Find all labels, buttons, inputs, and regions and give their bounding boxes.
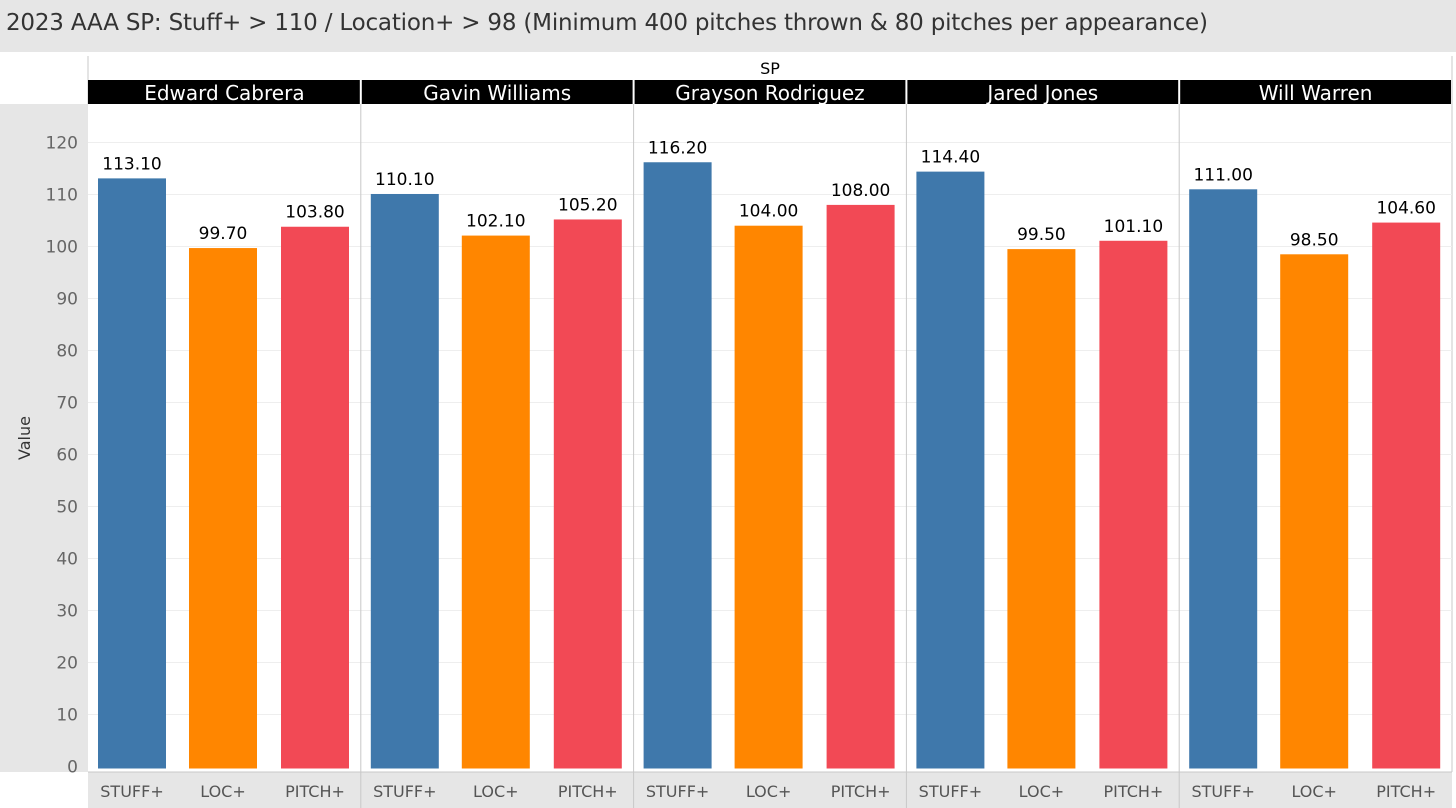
bar-gavin-williams-stuff — [370, 193, 439, 769]
y-tick-label-50: 50 — [56, 498, 78, 518]
bar-edward-cabrera-pitch — [281, 226, 349, 769]
y-axis-band — [0, 104, 88, 772]
x-tick-label-will-warren-loc: LOC+ — [1291, 782, 1337, 801]
y-tick-label-30: 30 — [56, 602, 78, 622]
y-tick-label-80: 80 — [56, 342, 78, 362]
data-label-grayson-rodriguez-loc: 104.00 — [739, 202, 798, 222]
y-tick-label-60: 60 — [56, 446, 78, 466]
x-axis-band — [88, 772, 1452, 808]
bar-edward-cabrera-loc — [189, 248, 257, 769]
bar-grayson-rodriguez-pitch — [826, 204, 895, 769]
x-tick-label-gavin-williams-stuff: STUFF+ — [373, 782, 436, 801]
panel-title-jared-jones: Jared Jones — [985, 81, 1098, 105]
data-label-grayson-rodriguez-stuff: 116.20 — [648, 138, 707, 158]
data-label-will-warren-loc: 98.50 — [1290, 230, 1339, 250]
bar-grayson-rodriguez-loc — [734, 225, 803, 769]
data-label-grayson-rodriguez-pitch: 108.00 — [831, 181, 890, 201]
x-tick-label-grayson-rodriguez-pitch: PITCH+ — [831, 782, 891, 801]
x-tick-label-will-warren-pitch: PITCH+ — [1376, 782, 1436, 801]
bar-gavin-williams-pitch — [553, 219, 622, 769]
y-tick-label-70: 70 — [56, 394, 78, 414]
bar-edward-cabrera-stuff — [98, 178, 166, 769]
title-bar: 2023 AAA SP: Stuff+ > 110 / Location+ > … — [0, 0, 1456, 52]
x-tick-label-jared-jones-pitch: PITCH+ — [1103, 782, 1163, 801]
panel-header-will-warren — [1180, 80, 1451, 104]
panel-header-jared-jones — [907, 80, 1179, 104]
data-label-edward-cabrera-loc: 99.70 — [199, 224, 248, 244]
panel-title-edward-cabrera: Edward Cabrera — [144, 81, 304, 105]
data-label-gavin-williams-stuff: 110.10 — [375, 170, 434, 190]
y-tick-label-120: 120 — [46, 134, 78, 154]
data-label-edward-cabrera-stuff: 113.10 — [102, 154, 161, 174]
column-header-sp: SP — [760, 59, 780, 78]
bar-jared-jones-pitch — [1099, 240, 1168, 769]
bar-grayson-rodriguez-stuff — [643, 162, 712, 769]
y-tick-label-40: 40 — [56, 550, 78, 570]
bar-will-warren-stuff — [1189, 189, 1258, 769]
data-label-jared-jones-stuff: 114.40 — [921, 148, 980, 168]
x-tick-label-will-warren-stuff: STUFF+ — [1191, 782, 1254, 801]
bar-will-warren-pitch — [1372, 222, 1441, 769]
x-tick-label-grayson-rodriguez-stuff: STUFF+ — [646, 782, 709, 801]
bar-jared-jones-stuff — [916, 171, 985, 769]
y-axis-label: Value — [15, 416, 34, 460]
panel-header-edward-cabrera — [88, 80, 360, 104]
panel-title-grayson-rodriguez: Grayson Rodriguez — [675, 81, 864, 105]
y-tick-label-20: 20 — [56, 654, 78, 674]
x-tick-label-edward-cabrera-pitch: PITCH+ — [285, 782, 345, 801]
x-tick-label-jared-jones-loc: LOC+ — [1019, 782, 1065, 801]
panel-title-gavin-williams: Gavin Williams — [423, 81, 571, 105]
y-tick-label-0: 0 — [67, 758, 78, 778]
panel-header-grayson-rodriguez — [634, 80, 906, 104]
y-tick-label-90: 90 — [56, 290, 78, 310]
bar-jared-jones-loc — [1007, 249, 1076, 769]
x-tick-label-edward-cabrera-loc: LOC+ — [200, 782, 246, 801]
data-label-gavin-williams-loc: 102.10 — [466, 212, 525, 232]
x-tick-label-grayson-rodriguez-loc: LOC+ — [746, 782, 792, 801]
y-tick-label-100: 100 — [46, 238, 78, 258]
data-label-gavin-williams-pitch: 105.20 — [558, 195, 617, 215]
y-tick-label-110: 110 — [46, 186, 78, 206]
x-tick-label-jared-jones-stuff: STUFF+ — [919, 782, 982, 801]
bar-gavin-williams-loc — [461, 235, 530, 769]
chart-title: 2023 AAA SP: Stuff+ > 110 / Location+ > … — [6, 10, 1208, 36]
data-label-will-warren-pitch: 104.60 — [1376, 199, 1435, 219]
y-tick-label-10: 10 — [56, 706, 78, 726]
panel-title-will-warren: Will Warren — [1259, 81, 1373, 105]
x-tick-label-gavin-williams-loc: LOC+ — [473, 782, 519, 801]
data-label-will-warren-stuff: 111.00 — [1193, 165, 1252, 185]
x-tick-label-edward-cabrera-stuff: STUFF+ — [100, 782, 163, 801]
data-label-jared-jones-pitch: 101.10 — [1104, 217, 1163, 237]
x-tick-label-gavin-williams-pitch: PITCH+ — [558, 782, 618, 801]
data-label-edward-cabrera-pitch: 103.80 — [285, 203, 344, 223]
data-label-jared-jones-loc: 99.50 — [1017, 225, 1066, 245]
bar-will-warren-loc — [1280, 254, 1349, 769]
panel-header-gavin-williams — [361, 80, 633, 104]
